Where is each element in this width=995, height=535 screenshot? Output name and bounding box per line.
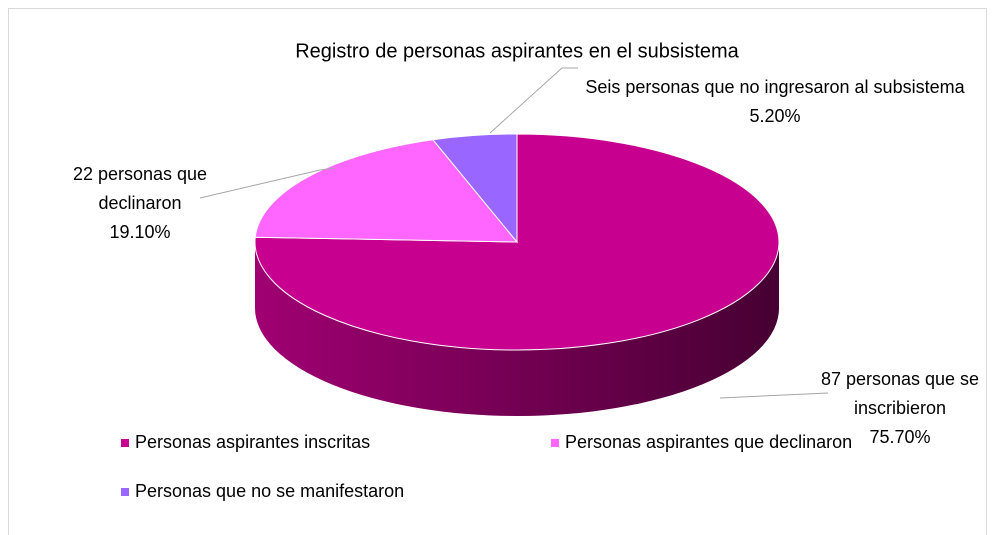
slice (431, 133, 518, 244)
leader-line (719, 392, 829, 399)
data-label: 87 personas que se inscribieron 75.70% (815, 365, 985, 452)
label-value: 5.20% (749, 106, 801, 126)
frame (8, 8, 987, 535)
label-value: 19.10% (109, 222, 171, 242)
legend-swatch (121, 488, 129, 496)
legend-label: Personas que no se manifestaron (135, 481, 404, 501)
leader-line (199, 167, 336, 199)
label-name: 22 personas que declinaron (72, 164, 208, 213)
legend-swatch (551, 439, 559, 447)
leader-line (489, 67, 578, 134)
data-label: 22 personas que declinaron 19.10% (40, 160, 240, 247)
label-name: Seis personas que no ingresaron al subsi… (585, 77, 965, 97)
data-label: Seis personas que no ingresaron al subsi… (585, 73, 965, 131)
chart-title: Registro de personas aspirantes en el su… (295, 40, 739, 62)
label-name: 87 personas que se inscribieron (820, 369, 980, 418)
slice (254, 133, 780, 351)
legend-label: Personas aspirantes inscritas (135, 432, 370, 452)
label-value: 75.70% (869, 427, 931, 447)
slice (254, 139, 519, 243)
slice-side-shade (255, 242, 779, 416)
legend-swatch (121, 439, 129, 447)
legend-label: Personas aspirantes que declinaron (565, 432, 852, 452)
